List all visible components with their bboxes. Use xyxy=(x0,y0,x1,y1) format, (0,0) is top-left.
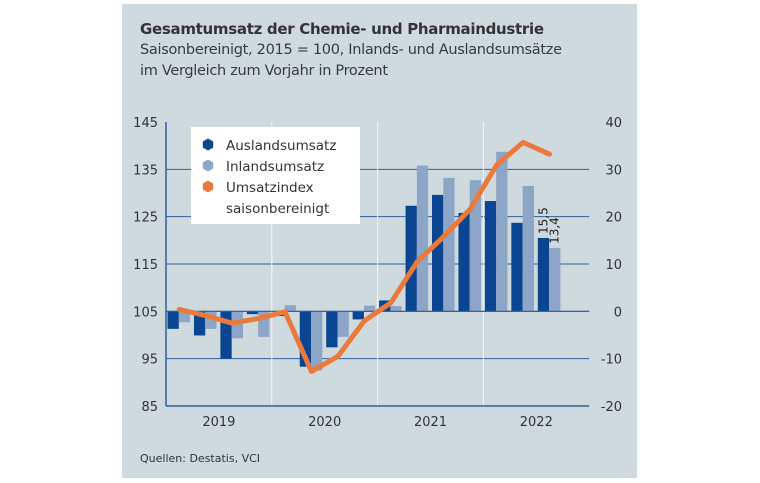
year-label: 2022 xyxy=(520,415,553,430)
left-tick-label: 125 xyxy=(133,211,158,226)
legend-marker-icon xyxy=(202,180,214,193)
bar-auslandsumsatz xyxy=(484,201,497,312)
bar-inlandsumsatz xyxy=(390,306,402,312)
bar-auslandsumsatz xyxy=(326,311,338,348)
right-tick-label: 10 xyxy=(605,258,622,273)
bar-auslandsumsatz xyxy=(299,311,312,367)
bar-inlandsumsatz xyxy=(258,311,270,337)
bar-auslandsumsatz xyxy=(220,311,232,359)
bar-auslandsumsatz xyxy=(432,194,444,312)
legend-marker-icon xyxy=(202,159,214,172)
right-tick-label: -10 xyxy=(601,353,622,368)
legend-marker-icon xyxy=(202,138,214,151)
bar-auslandsumsatz xyxy=(167,311,179,329)
bar-inlandsumsatz xyxy=(469,180,482,312)
bar-auslandsumsatz xyxy=(352,311,364,320)
right-tick-label: 30 xyxy=(605,163,622,178)
bar-inlandsumsatz xyxy=(496,151,508,312)
legend-label: Inlandsumsatz xyxy=(226,159,324,175)
line-umsatzindex xyxy=(176,139,553,374)
bar-inlandsumsatz xyxy=(443,177,455,312)
bar-auslandsumsatz xyxy=(246,311,259,315)
year-label: 2019 xyxy=(202,415,235,430)
left-tick-label: 135 xyxy=(133,163,158,178)
bar-inlandsumsatz xyxy=(178,311,191,323)
left-tick-label: 95 xyxy=(141,353,158,368)
year-label: 2020 xyxy=(308,415,341,430)
bar-inlandsumsatz xyxy=(311,311,323,371)
left-tick-label: 115 xyxy=(133,258,158,273)
value-label: 13,4 xyxy=(548,217,562,244)
source-note: Quellen: Destatis, VCI xyxy=(140,452,261,465)
bar-auslandsumsatz xyxy=(193,311,206,336)
bar-inlandsumsatz xyxy=(337,311,349,337)
bar-inlandsumsatz xyxy=(549,247,561,312)
left-tick-label: 105 xyxy=(133,305,158,320)
bar-inlandsumsatz xyxy=(522,185,534,312)
legend-label: Umsatzindex xyxy=(226,180,314,196)
left-tick-label: 145 xyxy=(133,116,158,131)
bar-auslandsumsatz xyxy=(511,222,523,312)
subtitle-line-2: im Vergleich zum Vorjahr in Prozent xyxy=(140,63,388,79)
value-label: 15,5 xyxy=(536,207,550,234)
right-tick-label: 0 xyxy=(614,305,622,320)
bar-auslandsumsatz xyxy=(537,237,550,312)
chart-panel xyxy=(122,4,637,478)
bar-auslandsumsatz xyxy=(405,205,417,312)
subtitle-line-1: Saisonbereinigt, 2015 = 100, Inlands- un… xyxy=(140,42,562,58)
bar-auslandsumsatz xyxy=(458,212,470,312)
legend-label: Auslandsumsatz xyxy=(226,138,336,154)
chart-title: Gesamtumsatz der Chemie- und Pharmaindus… xyxy=(140,20,544,38)
year-label: 2021 xyxy=(414,415,447,430)
right-tick-label: 40 xyxy=(605,116,622,131)
bar-inlandsumsatz xyxy=(284,305,296,312)
right-tick-label: 20 xyxy=(605,211,622,226)
bar-inlandsumsatz xyxy=(205,311,217,329)
bar-inlandsumsatz xyxy=(231,311,243,339)
bar-inlandsumsatz xyxy=(416,165,429,312)
right-tick-label: -20 xyxy=(601,400,622,415)
chart-subtitle: Saisonbereinigt, 2015 = 100, Inlands- un… xyxy=(140,40,562,82)
legend-label: saisonbereinigt xyxy=(226,201,329,217)
legend-box xyxy=(191,127,360,224)
left-tick-label: 85 xyxy=(141,400,158,415)
bar-inlandsumsatz xyxy=(363,305,376,312)
